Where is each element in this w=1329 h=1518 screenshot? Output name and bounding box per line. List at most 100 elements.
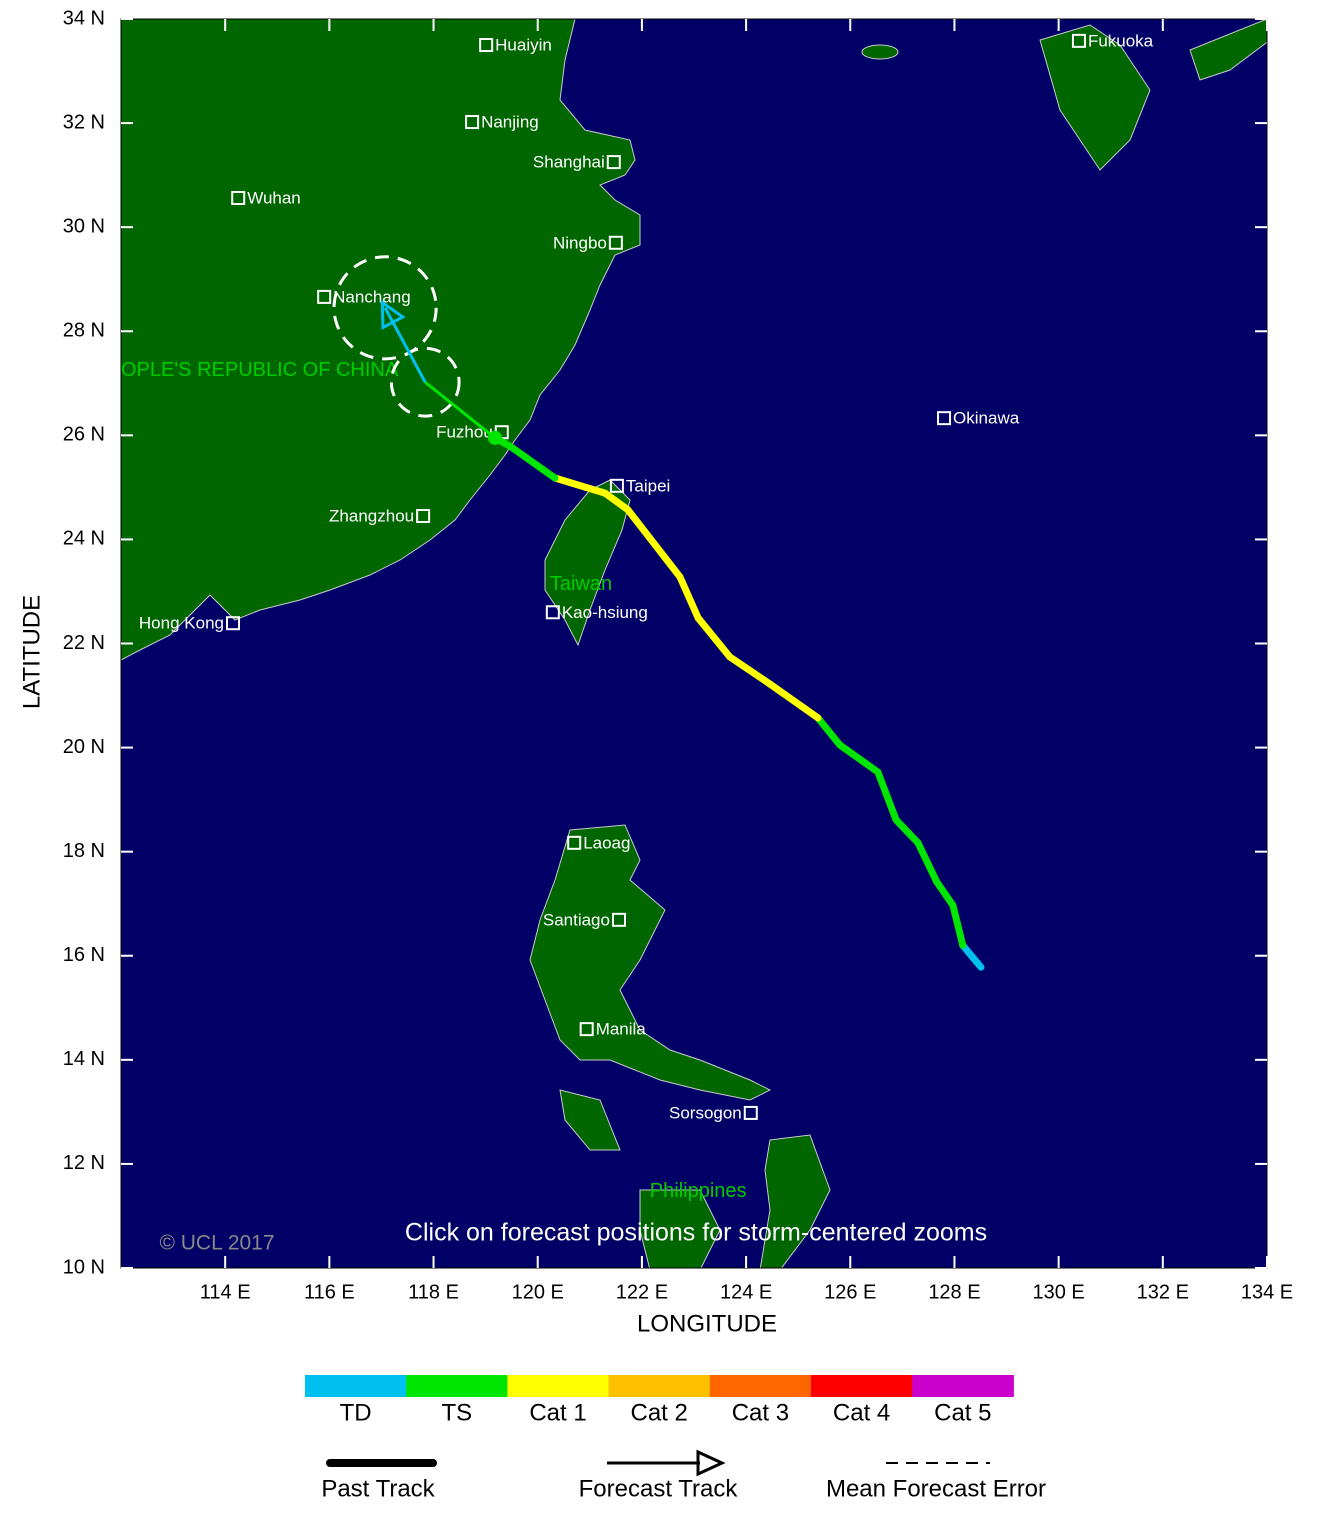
past-track-segment [551, 474, 609, 497]
city-label: Wuhan [247, 189, 301, 208]
x-tick-label: 128 E [928, 1281, 980, 1303]
past-track-segment [694, 614, 734, 661]
y-tick-label: 32 N [63, 111, 105, 133]
category-swatch [709, 1375, 812, 1397]
y-tick-label: 34 N [63, 7, 105, 29]
city-label: Zhangzhou [329, 506, 414, 525]
y-tick-label: 28 N [63, 320, 105, 342]
region-label: OPLE'S REPUBLIC OF CHINA [121, 359, 399, 381]
category-label: TD [340, 1399, 372, 1426]
category-swatch [507, 1375, 610, 1397]
luzon [529, 824, 772, 1101]
past-track-segment [506, 442, 559, 482]
y-tick-label: 26 N [63, 424, 105, 446]
y-tick-label: 22 N [63, 632, 105, 654]
note: Click on forecast positions for storm-ce… [405, 1219, 987, 1247]
city-marker [479, 38, 494, 53]
y-tick-label: 16 N [63, 944, 105, 966]
x-tick-label: 120 E [512, 1281, 564, 1303]
city-label: Fuzhou [436, 423, 493, 442]
past-track-segment [959, 941, 985, 971]
city-label: Laoag [583, 833, 630, 852]
category-label: Cat 2 [631, 1399, 688, 1426]
past-track-segment [766, 680, 822, 722]
forecast-arrow [380, 299, 406, 331]
forecast-track-segment [424, 381, 496, 440]
x-tick-label: 132 E [1137, 1281, 1189, 1303]
city-label: Hong Kong [139, 614, 224, 633]
city-marker [231, 191, 246, 206]
city-marker [743, 1105, 758, 1120]
past-track-legend: Past Track [321, 1475, 435, 1502]
category-label: Cat 1 [529, 1399, 586, 1426]
city-marker [1071, 33, 1086, 48]
category-swatch [406, 1375, 508, 1397]
city-label: Manila [596, 1020, 647, 1039]
past-track-segment [814, 714, 844, 749]
city-label: Santiago [543, 910, 610, 929]
city-label: Kao-hsiung [562, 603, 648, 622]
past-track-segment [601, 489, 632, 514]
city-marker [465, 115, 480, 130]
region-label: Philippines [650, 1180, 747, 1202]
past-track-segment [892, 816, 922, 847]
x-tick-label: 114 E [200, 1281, 251, 1303]
past-track-segment [874, 768, 900, 824]
city-marker [937, 411, 952, 426]
city-label: Huaiyin [495, 36, 552, 55]
city-marker [416, 508, 431, 523]
x-tick-label: 130 E [1033, 1281, 1085, 1303]
y-tick-label: 24 N [63, 528, 105, 550]
city-label: Taipei [626, 476, 670, 495]
y-tick-label: 30 N [63, 215, 105, 237]
forecast-track-legend: Forecast Track [579, 1475, 739, 1502]
x-tick-label: 126 E [824, 1281, 876, 1303]
city-marker [608, 235, 623, 250]
past-track-segment [949, 901, 967, 949]
y-tick-label: 10 N [63, 1256, 105, 1278]
city-label: Fukuoka [1088, 31, 1154, 50]
mindoro [559, 1089, 621, 1151]
land [121, 19, 1267, 1268]
past-track-segment [676, 573, 702, 622]
error-circle [332, 255, 438, 361]
past-track-segment [914, 839, 941, 886]
past-track-segment [624, 506, 684, 581]
category-label: Cat 4 [833, 1399, 890, 1426]
past-track-segment [836, 741, 882, 776]
y-tick-label: 20 N [63, 736, 105, 758]
y-tick-label: 12 N [63, 1152, 105, 1174]
city-marker [579, 1022, 594, 1037]
y-tick-label: 14 N [63, 1048, 105, 1070]
overlay: OPLE'S REPUBLIC OF CHINA Taiwan Philippine… [121, 31, 1154, 1201]
city-marker [611, 912, 626, 927]
city-marker [225, 616, 240, 631]
taiwan [544, 479, 631, 647]
category-swatch [912, 1375, 1014, 1397]
category-swatch [305, 1375, 407, 1397]
kyushu [1039, 24, 1151, 171]
city-marker [609, 478, 624, 493]
china [121, 19, 641, 661]
past-track-segment [933, 878, 957, 909]
region-label: Taiwan [550, 573, 612, 595]
category-swatch [811, 1375, 913, 1397]
y-tick-label: 18 N [63, 840, 105, 862]
category-label: TS [441, 1399, 472, 1426]
copyright: © UCL 2017 [159, 1232, 274, 1255]
x-tick-label: 118 E [408, 1281, 459, 1303]
category-swatch [608, 1375, 711, 1397]
city-marker [545, 605, 560, 620]
city-marker [567, 835, 582, 850]
y-axis-label: LATITUDE [18, 595, 45, 709]
visayas [639, 1189, 721, 1268]
city-label: Nanjing [481, 113, 539, 132]
island [861, 44, 899, 60]
category-label: Cat 3 [732, 1399, 789, 1426]
city-label: Sorsogon [669, 1103, 742, 1122]
city-label: Ningbo [553, 233, 607, 252]
city-label: Shanghai [533, 153, 605, 172]
forecast-track-segment [383, 307, 427, 383]
city-label: Okinawa [953, 409, 1020, 428]
